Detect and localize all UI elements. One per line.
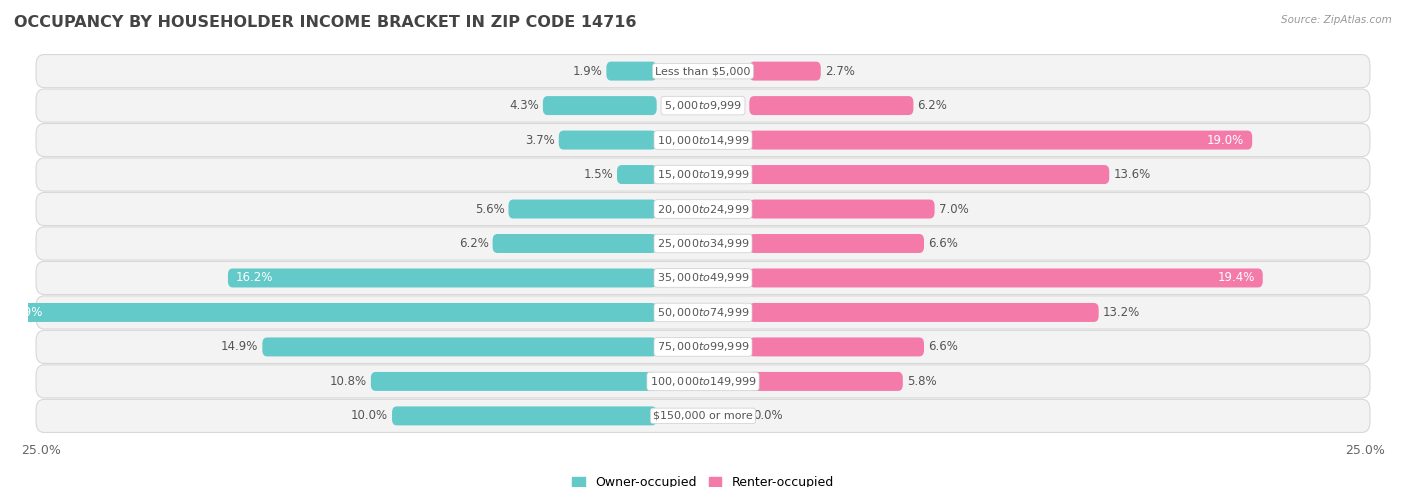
Text: 5.8%: 5.8% [907, 375, 936, 388]
Text: $5,000 to $9,999: $5,000 to $9,999 [664, 99, 742, 112]
Text: $50,000 to $74,999: $50,000 to $74,999 [657, 306, 749, 319]
Text: $20,000 to $24,999: $20,000 to $24,999 [657, 203, 749, 216]
FancyBboxPatch shape [392, 407, 657, 425]
FancyBboxPatch shape [492, 234, 657, 253]
FancyBboxPatch shape [749, 337, 924, 356]
Text: 1.5%: 1.5% [583, 168, 613, 181]
Text: 6.2%: 6.2% [917, 99, 948, 112]
Text: OCCUPANCY BY HOUSEHOLDER INCOME BRACKET IN ZIP CODE 14716: OCCUPANCY BY HOUSEHOLDER INCOME BRACKET … [14, 15, 637, 30]
FancyBboxPatch shape [37, 124, 1369, 157]
Text: 19.4%: 19.4% [1218, 271, 1254, 284]
FancyBboxPatch shape [749, 62, 821, 80]
Legend: Owner-occupied, Renter-occupied: Owner-occupied, Renter-occupied [568, 471, 838, 487]
FancyBboxPatch shape [37, 296, 1369, 329]
Text: 13.6%: 13.6% [1114, 168, 1150, 181]
FancyBboxPatch shape [606, 62, 657, 80]
FancyBboxPatch shape [749, 234, 924, 253]
FancyBboxPatch shape [37, 262, 1369, 295]
FancyBboxPatch shape [263, 337, 657, 356]
Text: 19.0%: 19.0% [1206, 133, 1244, 147]
Text: 6.6%: 6.6% [928, 340, 957, 354]
Text: 10.8%: 10.8% [330, 375, 367, 388]
Text: 14.9%: 14.9% [221, 340, 259, 354]
FancyBboxPatch shape [749, 200, 935, 219]
FancyBboxPatch shape [371, 372, 657, 391]
FancyBboxPatch shape [749, 165, 1109, 184]
Text: 7.0%: 7.0% [939, 203, 969, 216]
FancyBboxPatch shape [37, 89, 1369, 122]
Text: 6.2%: 6.2% [458, 237, 489, 250]
Text: $150,000 or more: $150,000 or more [654, 411, 752, 421]
Text: 13.2%: 13.2% [1102, 306, 1140, 319]
Text: 5.6%: 5.6% [475, 203, 505, 216]
Text: $25,000 to $34,999: $25,000 to $34,999 [657, 237, 749, 250]
FancyBboxPatch shape [37, 227, 1369, 260]
Text: Source: ZipAtlas.com: Source: ZipAtlas.com [1281, 15, 1392, 25]
FancyBboxPatch shape [749, 96, 914, 115]
Text: $10,000 to $14,999: $10,000 to $14,999 [657, 133, 749, 147]
Text: $75,000 to $99,999: $75,000 to $99,999 [657, 340, 749, 354]
Text: 2.7%: 2.7% [825, 65, 855, 77]
FancyBboxPatch shape [749, 268, 1263, 287]
Text: $15,000 to $19,999: $15,000 to $19,999 [657, 168, 749, 181]
Text: 0.0%: 0.0% [754, 410, 783, 422]
Text: 24.9%: 24.9% [6, 306, 44, 319]
FancyBboxPatch shape [37, 399, 1369, 432]
FancyBboxPatch shape [228, 268, 657, 287]
FancyBboxPatch shape [37, 330, 1369, 363]
FancyBboxPatch shape [749, 131, 1253, 150]
FancyBboxPatch shape [37, 55, 1369, 88]
FancyBboxPatch shape [509, 200, 657, 219]
FancyBboxPatch shape [37, 365, 1369, 398]
Text: 6.6%: 6.6% [928, 237, 957, 250]
Text: 16.2%: 16.2% [236, 271, 273, 284]
Text: 4.3%: 4.3% [509, 99, 538, 112]
Text: Less than $5,000: Less than $5,000 [655, 66, 751, 76]
Text: $100,000 to $149,999: $100,000 to $149,999 [650, 375, 756, 388]
Text: 3.7%: 3.7% [524, 133, 555, 147]
FancyBboxPatch shape [558, 131, 657, 150]
FancyBboxPatch shape [749, 303, 1098, 322]
FancyBboxPatch shape [37, 192, 1369, 225]
FancyBboxPatch shape [37, 158, 1369, 191]
FancyBboxPatch shape [749, 372, 903, 391]
Text: 10.0%: 10.0% [352, 410, 388, 422]
FancyBboxPatch shape [617, 165, 657, 184]
Text: $35,000 to $49,999: $35,000 to $49,999 [657, 271, 749, 284]
FancyBboxPatch shape [543, 96, 657, 115]
FancyBboxPatch shape [0, 303, 657, 322]
Text: 1.9%: 1.9% [572, 65, 602, 77]
